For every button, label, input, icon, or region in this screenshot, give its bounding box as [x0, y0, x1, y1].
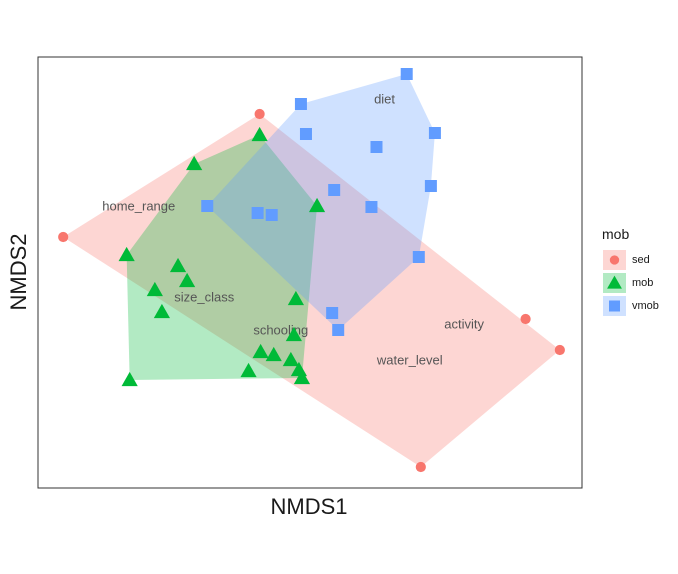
y-axis-label: NMDS2: [6, 233, 31, 310]
point-mob-3: [121, 371, 138, 387]
annotation-label-2: size_class: [174, 289, 234, 304]
point-vmob-12: [251, 207, 264, 219]
point-sed-2: [415, 461, 426, 473]
annotations-layer: diet home_range size_class schooling activit…: [102, 91, 484, 367]
x-axis-label: NMDS1: [270, 494, 347, 519]
point-mob-2: [118, 246, 135, 262]
point-vmob-2: [424, 180, 437, 192]
point-vmob-6: [201, 200, 214, 212]
point-mob-6: [308, 197, 326, 213]
plot-panel-border: [37, 56, 583, 489]
hull-vmob: [207, 74, 435, 330]
annotation-label-4: activity: [444, 316, 484, 331]
point-sed-1: [58, 231, 69, 243]
point-vmob-11: [365, 201, 378, 213]
point-vmob-5: [326, 307, 339, 319]
annotation-label-5: water_level: [376, 352, 443, 367]
point-sed-0: [254, 108, 265, 120]
points-layer: [58, 68, 565, 473]
point-sed-4: [520, 313, 531, 325]
point-vmob-10: [328, 184, 341, 196]
point-vmob-7: [294, 98, 307, 110]
annotation-label-0: diet: [374, 91, 395, 106]
legend-entries: sed mob vmob: [603, 250, 659, 316]
point-vmob-4: [332, 324, 345, 336]
annotation-label-3: schooling: [253, 322, 308, 337]
annotation-label-1: home_range: [102, 198, 175, 213]
point-mob-14: [265, 346, 282, 362]
point-vmob-8: [299, 128, 312, 140]
legend-title: mob: [602, 226, 629, 242]
point-vmob-1: [428, 127, 441, 139]
point-mob-12: [285, 326, 302, 342]
hull-sed: [63, 114, 560, 467]
point-vmob-3: [412, 251, 425, 263]
legend-label-mob: mob: [632, 277, 653, 289]
point-mob-5: [293, 369, 311, 385]
point-sed-3: [554, 344, 565, 356]
legend-marker-sed: [609, 255, 620, 265]
point-mob-13: [252, 343, 269, 359]
hull-mob: [126, 135, 318, 380]
point-mob-4: [240, 362, 257, 378]
point-mob-0: [251, 126, 268, 142]
point-vmob-13: [265, 209, 278, 221]
point-mob-15: [282, 351, 299, 367]
point-mob-11: [287, 290, 304, 306]
legend-label-sed: sed: [632, 254, 650, 266]
hulls-layer: [63, 74, 560, 467]
point-mob-16: [290, 361, 308, 377]
point-mob-9: [146, 281, 163, 297]
legend-marker-mob: [607, 275, 622, 289]
point-mob-1: [186, 155, 203, 171]
legend-label-vmob: vmob: [632, 300, 659, 312]
point-mob-8: [178, 272, 196, 288]
point-mob-10: [153, 303, 171, 319]
legend-marker-vmob: [609, 300, 620, 312]
point-mob-7: [169, 257, 187, 273]
point-vmob-9: [370, 141, 383, 153]
point-vmob-0: [400, 68, 413, 80]
